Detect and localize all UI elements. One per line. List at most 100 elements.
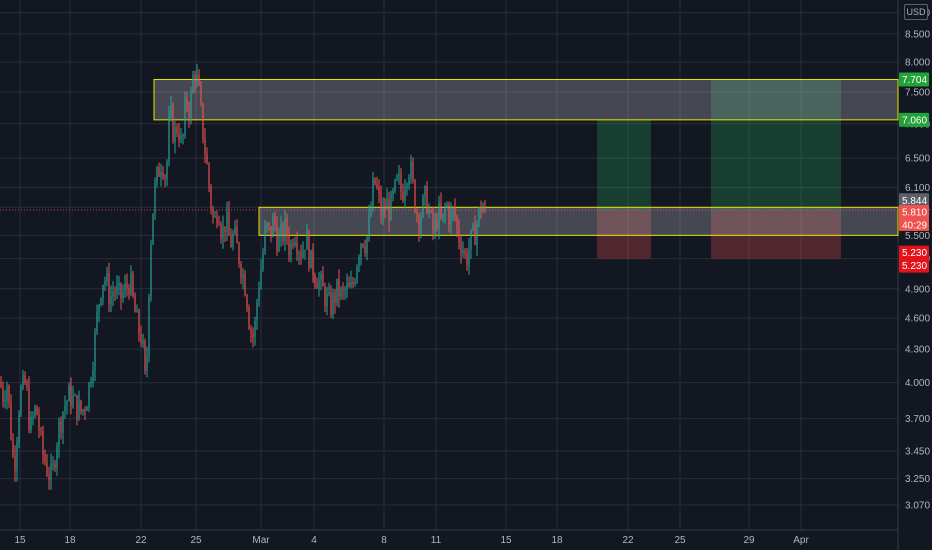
candle-body <box>134 295 136 313</box>
candle-body <box>388 199 390 221</box>
time-tick-label: 18 <box>64 535 76 546</box>
candle-body <box>450 211 452 225</box>
candle-body <box>478 207 480 224</box>
candle-body <box>114 292 116 294</box>
candle-body <box>300 253 302 258</box>
candle-body <box>88 383 90 408</box>
candle-body <box>364 246 366 254</box>
sr-zone <box>258 206 899 236</box>
time-tick-label: Mar <box>252 535 270 546</box>
candle-body <box>408 177 410 185</box>
candle-body <box>12 438 14 457</box>
price-tag <box>899 112 929 127</box>
candle-body <box>92 370 94 383</box>
candle-body <box>6 385 8 401</box>
candle-body <box>52 463 54 465</box>
candle-body <box>18 415 20 442</box>
candle-body <box>180 136 182 141</box>
candle-body <box>98 304 100 312</box>
candle-body <box>252 333 254 338</box>
price-tag-label: 7.060 <box>902 115 927 126</box>
candle-body <box>382 207 384 217</box>
candle-body <box>74 395 76 397</box>
candle-body <box>456 216 458 228</box>
candle-body <box>118 283 120 286</box>
time-tick-label: 18 <box>551 535 563 546</box>
candle-body <box>126 283 128 288</box>
candle-body <box>290 243 292 256</box>
time-tick-label: 22 <box>622 535 634 546</box>
candle-body <box>110 295 112 305</box>
candle-body <box>374 178 376 185</box>
price-tick-label: 6.100 <box>905 183 930 194</box>
candle-body <box>146 356 148 371</box>
candle-body <box>346 283 348 290</box>
position-target-zone <box>597 119 651 210</box>
price-tag-label: 5.810 <box>902 207 927 218</box>
candle-body <box>200 84 202 104</box>
candle-body <box>222 226 224 239</box>
countdown-tag <box>899 218 929 231</box>
time-tick-label: 25 <box>674 535 686 546</box>
price-tag <box>899 258 929 273</box>
candle-body <box>368 215 370 238</box>
price-tag-label: 5.230 <box>902 248 927 259</box>
candle-body <box>62 412 64 433</box>
candle-body <box>122 291 124 299</box>
candle-body <box>250 328 252 334</box>
candle-body <box>274 216 276 226</box>
time-tick-label: 11 <box>431 535 442 546</box>
candle-body <box>266 222 268 228</box>
candle-body <box>376 184 378 188</box>
candle-body <box>360 244 362 258</box>
candle-body <box>14 456 16 471</box>
candle-body <box>336 278 338 303</box>
candle-body <box>460 243 462 253</box>
candle-body <box>264 227 266 253</box>
candle-body <box>354 282 356 284</box>
candle-body <box>324 286 326 307</box>
candle-body <box>212 208 214 217</box>
candle-body <box>198 74 200 85</box>
candle-body <box>322 274 324 287</box>
candle-body <box>284 217 286 241</box>
candle-body <box>136 310 138 313</box>
candle-body <box>476 223 478 245</box>
time-axis: 15 18 22 25 Mar 4 8 11 15 18 22 25 29 Apr <box>14 535 809 546</box>
candle-body <box>190 92 192 119</box>
candle-body <box>22 375 24 388</box>
candle-body <box>316 283 318 289</box>
candle-body <box>28 386 30 431</box>
candle-body <box>468 248 470 267</box>
candle-body <box>210 186 212 209</box>
candle-body <box>482 205 484 213</box>
price-tag <box>899 193 929 208</box>
candle-body <box>186 98 188 106</box>
candle-body <box>416 211 418 216</box>
price-tick-label: 3.450 <box>905 447 930 458</box>
candle-body <box>420 216 422 231</box>
candle-body <box>130 272 132 295</box>
candle-body <box>344 289 346 291</box>
time-tick-label: 22 <box>135 535 147 546</box>
candle-body <box>296 242 298 254</box>
candle-body <box>462 250 464 253</box>
candle-body <box>214 216 216 218</box>
candle-body <box>104 281 106 285</box>
candle-body <box>204 139 206 154</box>
candle-body <box>298 253 300 255</box>
currency-button[interactable]: USD <box>904 4 928 20</box>
candle-body <box>396 175 398 180</box>
price-tick-label: 6.500 <box>905 154 930 165</box>
price-tick-label: 4.000 <box>905 378 930 389</box>
candle-body <box>226 211 228 233</box>
candle-body <box>46 462 48 476</box>
candle-body <box>154 182 156 214</box>
candle-body <box>328 292 330 294</box>
time-tick-label: 4 <box>311 535 317 546</box>
candle-body <box>124 283 126 292</box>
price-tag <box>899 245 929 260</box>
candle-body <box>144 340 146 371</box>
candle-body <box>342 288 344 291</box>
